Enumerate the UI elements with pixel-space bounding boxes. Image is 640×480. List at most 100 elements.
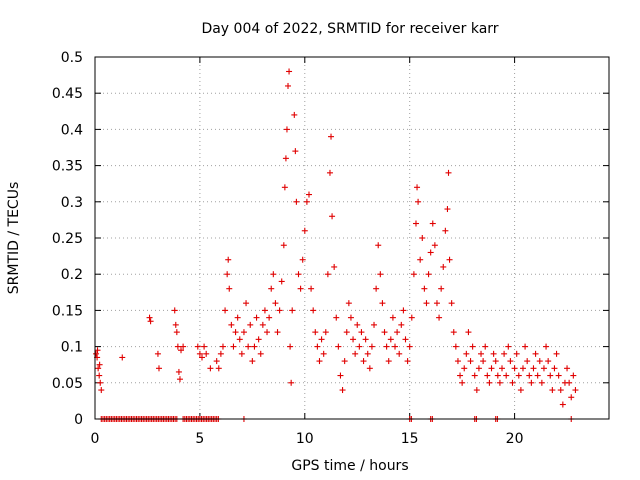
data-point — [461, 365, 468, 372]
data-point — [98, 387, 105, 394]
data-point — [259, 321, 266, 328]
data-point — [543, 343, 550, 350]
data-point — [318, 336, 325, 343]
data-point — [264, 329, 271, 336]
data-point — [419, 235, 426, 241]
data-point — [389, 314, 396, 321]
data-point — [408, 314, 415, 321]
data-point — [475, 365, 482, 372]
data-point — [322, 329, 329, 336]
data-point — [540, 365, 547, 372]
data-point — [509, 379, 516, 386]
data-point — [272, 300, 279, 307]
x-tick-label: 15 — [401, 431, 419, 447]
data-point — [358, 329, 365, 336]
data-point — [310, 307, 317, 314]
data-point — [446, 256, 453, 263]
data-point — [402, 336, 409, 343]
data-point — [364, 350, 371, 357]
data-point — [207, 365, 214, 372]
data-point — [146, 314, 153, 321]
data-point — [320, 350, 327, 357]
data-point — [526, 372, 533, 379]
y-tick-label: 0.45 — [52, 86, 83, 102]
data-point — [305, 191, 312, 198]
data-point — [178, 347, 185, 354]
data-point — [564, 365, 571, 372]
data-point — [385, 358, 392, 365]
data-point — [492, 358, 499, 365]
data-point — [557, 387, 564, 394]
data-point — [524, 358, 531, 365]
data-point — [371, 321, 378, 328]
data-point — [421, 285, 428, 292]
data-point — [362, 336, 369, 343]
x-tick-label: 20 — [506, 431, 524, 447]
y-tick-label: 0.2 — [61, 267, 83, 283]
data-point — [465, 329, 472, 336]
data-point — [215, 365, 222, 372]
data-point — [423, 300, 430, 307]
data-point — [379, 300, 386, 307]
data-point — [316, 358, 323, 365]
x-tick-label: 10 — [296, 431, 314, 447]
data-point — [463, 350, 470, 357]
data-point — [285, 82, 292, 89]
data-point — [314, 343, 321, 350]
data-point — [354, 321, 361, 328]
data-point — [251, 343, 258, 350]
data-point — [400, 307, 407, 314]
data-point — [224, 271, 231, 278]
data-point — [442, 227, 449, 234]
data-point — [433, 300, 440, 307]
y-tick-label: 0.1 — [61, 340, 83, 356]
data-point — [471, 372, 478, 379]
data-point — [289, 307, 296, 314]
data-point — [236, 336, 243, 343]
data-point — [440, 263, 447, 270]
data-point — [308, 285, 315, 292]
data-point — [283, 126, 290, 133]
data-point — [292, 148, 299, 155]
data-point — [494, 372, 501, 379]
data-point — [415, 198, 422, 205]
data-point — [293, 198, 300, 205]
data-point — [312, 329, 319, 336]
data-point — [255, 336, 262, 343]
data-point — [347, 314, 354, 321]
data-point — [486, 379, 493, 386]
data-point — [95, 365, 102, 372]
data-point — [431, 242, 438, 249]
data-point — [270, 271, 277, 278]
data-point — [383, 343, 390, 350]
y-tick-label: 0.35 — [52, 159, 83, 175]
data-point — [375, 242, 382, 249]
data-point — [572, 387, 579, 394]
data-point — [517, 387, 524, 394]
y-tick-label: 0.5 — [61, 50, 83, 66]
data-point — [333, 314, 340, 321]
data-point — [436, 314, 443, 321]
data-point — [282, 155, 289, 162]
data-point — [171, 307, 178, 314]
data-point — [326, 169, 333, 176]
data-point — [97, 379, 104, 386]
data-point — [503, 372, 510, 379]
data-point — [366, 365, 373, 372]
data-point — [406, 343, 413, 350]
data-point — [155, 365, 162, 372]
data-point — [457, 372, 464, 379]
data-point — [228, 321, 235, 328]
data-point — [414, 184, 421, 191]
data-point — [335, 343, 342, 350]
data-point — [568, 394, 575, 401]
data-point — [243, 300, 250, 307]
data-point — [274, 329, 281, 336]
data-point — [281, 184, 288, 191]
data-point — [280, 242, 287, 249]
data-point — [331, 263, 338, 270]
data-point — [551, 365, 558, 372]
data-point — [339, 387, 346, 394]
data-point — [203, 350, 210, 357]
data-point — [394, 329, 401, 336]
